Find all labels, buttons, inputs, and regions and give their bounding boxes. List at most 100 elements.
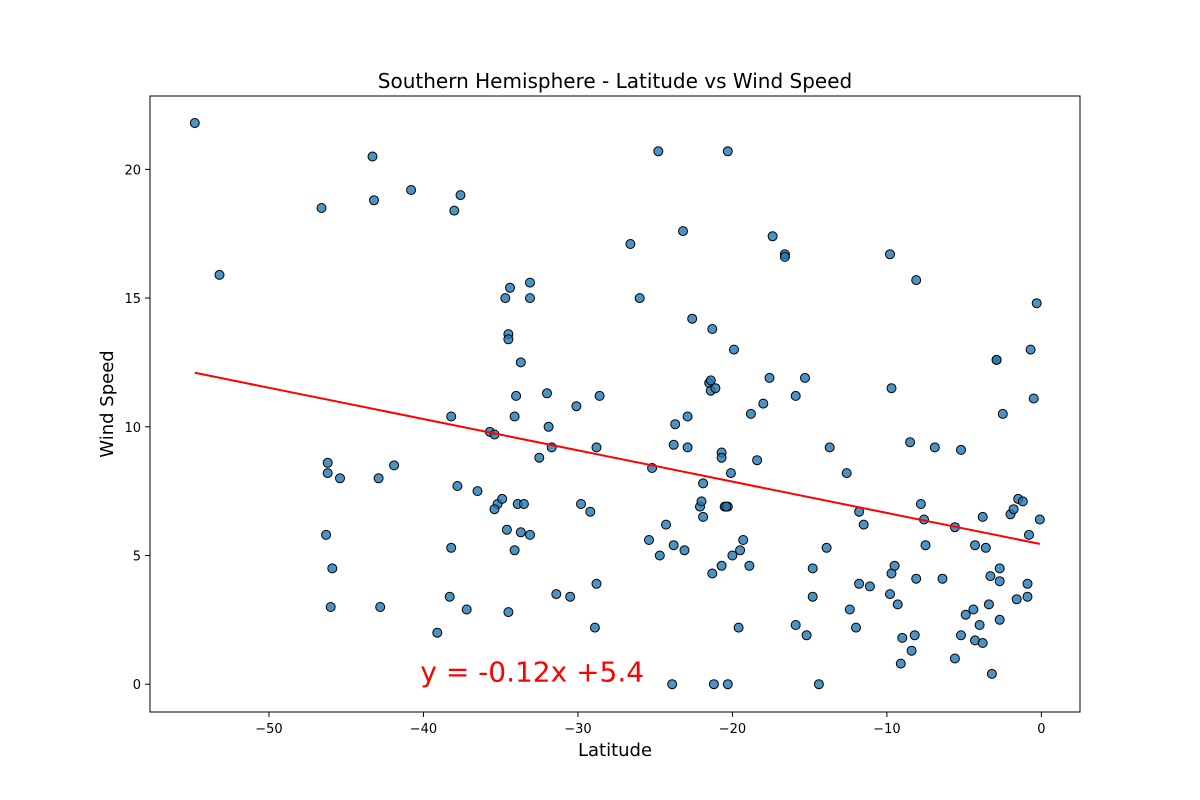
scatter-point xyxy=(991,354,1002,365)
scatter-point xyxy=(654,550,665,561)
scatter-point xyxy=(389,460,400,471)
scatter-point xyxy=(1025,344,1036,355)
scatter-point xyxy=(682,442,693,453)
scatter-point xyxy=(679,545,690,556)
scatter-point xyxy=(375,602,386,612)
scatter-point xyxy=(906,645,917,656)
scatter-point xyxy=(716,560,727,571)
scatter-point xyxy=(335,473,345,484)
scatter-point xyxy=(1031,298,1042,309)
scatter-point xyxy=(758,398,769,409)
scatter-point xyxy=(327,563,338,574)
scatter-point xyxy=(455,190,466,201)
scatter-point xyxy=(705,375,716,386)
scatter-point xyxy=(591,578,602,589)
scatter-point xyxy=(505,282,515,293)
regression-line xyxy=(194,371,1041,545)
scatter-point xyxy=(1011,594,1022,605)
x-tick-label: 0 xyxy=(1037,722,1045,737)
chart-title: Southern Hemisphere - Latitude vs Wind S… xyxy=(378,69,852,93)
scatter-point xyxy=(929,442,940,453)
x-axis-ticks: −50 −40 −30 −20 −10 0 xyxy=(255,712,1046,737)
scatter-point xyxy=(997,408,1008,419)
scatter-point xyxy=(905,437,916,448)
scatter-point xyxy=(682,411,693,422)
scatter-point xyxy=(710,383,721,394)
scatter-point xyxy=(885,249,895,260)
scatter-point xyxy=(911,573,922,584)
scatter-point xyxy=(509,545,520,556)
scatter-point xyxy=(497,493,508,504)
scatter-point xyxy=(452,481,463,491)
scatter-point xyxy=(909,630,920,641)
scatter-point xyxy=(189,118,200,128)
regression-equation: y = -0.12x +5.4 xyxy=(420,656,644,689)
scatter-point xyxy=(322,457,333,468)
scatter-point xyxy=(542,388,552,399)
scatter-point xyxy=(767,231,778,242)
scatter-point xyxy=(824,442,835,453)
scatter-point xyxy=(722,679,733,690)
scatter-point xyxy=(920,540,931,551)
scatter-point xyxy=(503,334,514,345)
scatter-point xyxy=(1017,496,1028,507)
scatter-point xyxy=(446,411,457,422)
scatter-point xyxy=(800,372,810,383)
scatter-point xyxy=(889,560,900,571)
scatter-point xyxy=(851,622,861,633)
scatter-point xyxy=(915,499,926,509)
scatter-point xyxy=(994,576,1005,587)
scatter-point xyxy=(994,563,1005,574)
scatter-point xyxy=(790,390,801,401)
x-tick-label: −40 xyxy=(410,722,437,737)
scatter-point xyxy=(708,679,719,690)
scatter-point xyxy=(565,591,576,602)
x-tick-label: −20 xyxy=(719,722,746,737)
scatter-point xyxy=(653,146,664,157)
scatter-point xyxy=(885,589,895,600)
scatter-point xyxy=(841,468,852,479)
scatter-point xyxy=(461,604,472,615)
scatter-point xyxy=(525,277,535,288)
scatter-point xyxy=(733,622,744,633)
scatter-point xyxy=(974,620,985,630)
scatter-point xyxy=(444,591,455,602)
scatter-point xyxy=(980,542,991,553)
scatter-point xyxy=(949,653,960,664)
scatter-point xyxy=(707,324,718,334)
scatter-point xyxy=(503,607,514,618)
scatter-point xyxy=(956,630,966,641)
scatter-point xyxy=(687,313,698,324)
scatter-point xyxy=(1022,591,1033,602)
scatter-point xyxy=(585,506,596,517)
scatter-point xyxy=(813,679,824,690)
scatter-point xyxy=(214,269,225,280)
y-tick-label: 0 xyxy=(133,678,141,693)
y-tick-label: 10 xyxy=(124,421,141,436)
scatter-point xyxy=(727,550,738,561)
scatter-point xyxy=(625,239,636,249)
x-axis-label: Latitude xyxy=(578,740,652,761)
scatter-point xyxy=(1028,393,1039,404)
scatter-point xyxy=(515,357,526,368)
scatter-point xyxy=(698,511,709,522)
scatter-point xyxy=(367,151,378,162)
scatter-point xyxy=(591,442,602,453)
scatter-point xyxy=(515,527,526,538)
y-tick-label: 20 xyxy=(124,163,141,178)
scatter-point xyxy=(994,614,1005,625)
scatter-point xyxy=(667,679,678,690)
scatter-point xyxy=(764,372,775,383)
scatter-point xyxy=(858,519,869,530)
scatter-point xyxy=(489,504,500,515)
scatter-point xyxy=(446,542,457,553)
scatter-point xyxy=(722,146,733,157)
x-tick-label: −50 xyxy=(255,722,282,737)
scatter-point xyxy=(986,668,997,679)
scatter-points xyxy=(189,118,1045,690)
scatter-point xyxy=(960,609,971,620)
scatter-point xyxy=(322,468,333,479)
scatter-point xyxy=(892,599,903,610)
scatter-point xyxy=(807,591,818,602)
